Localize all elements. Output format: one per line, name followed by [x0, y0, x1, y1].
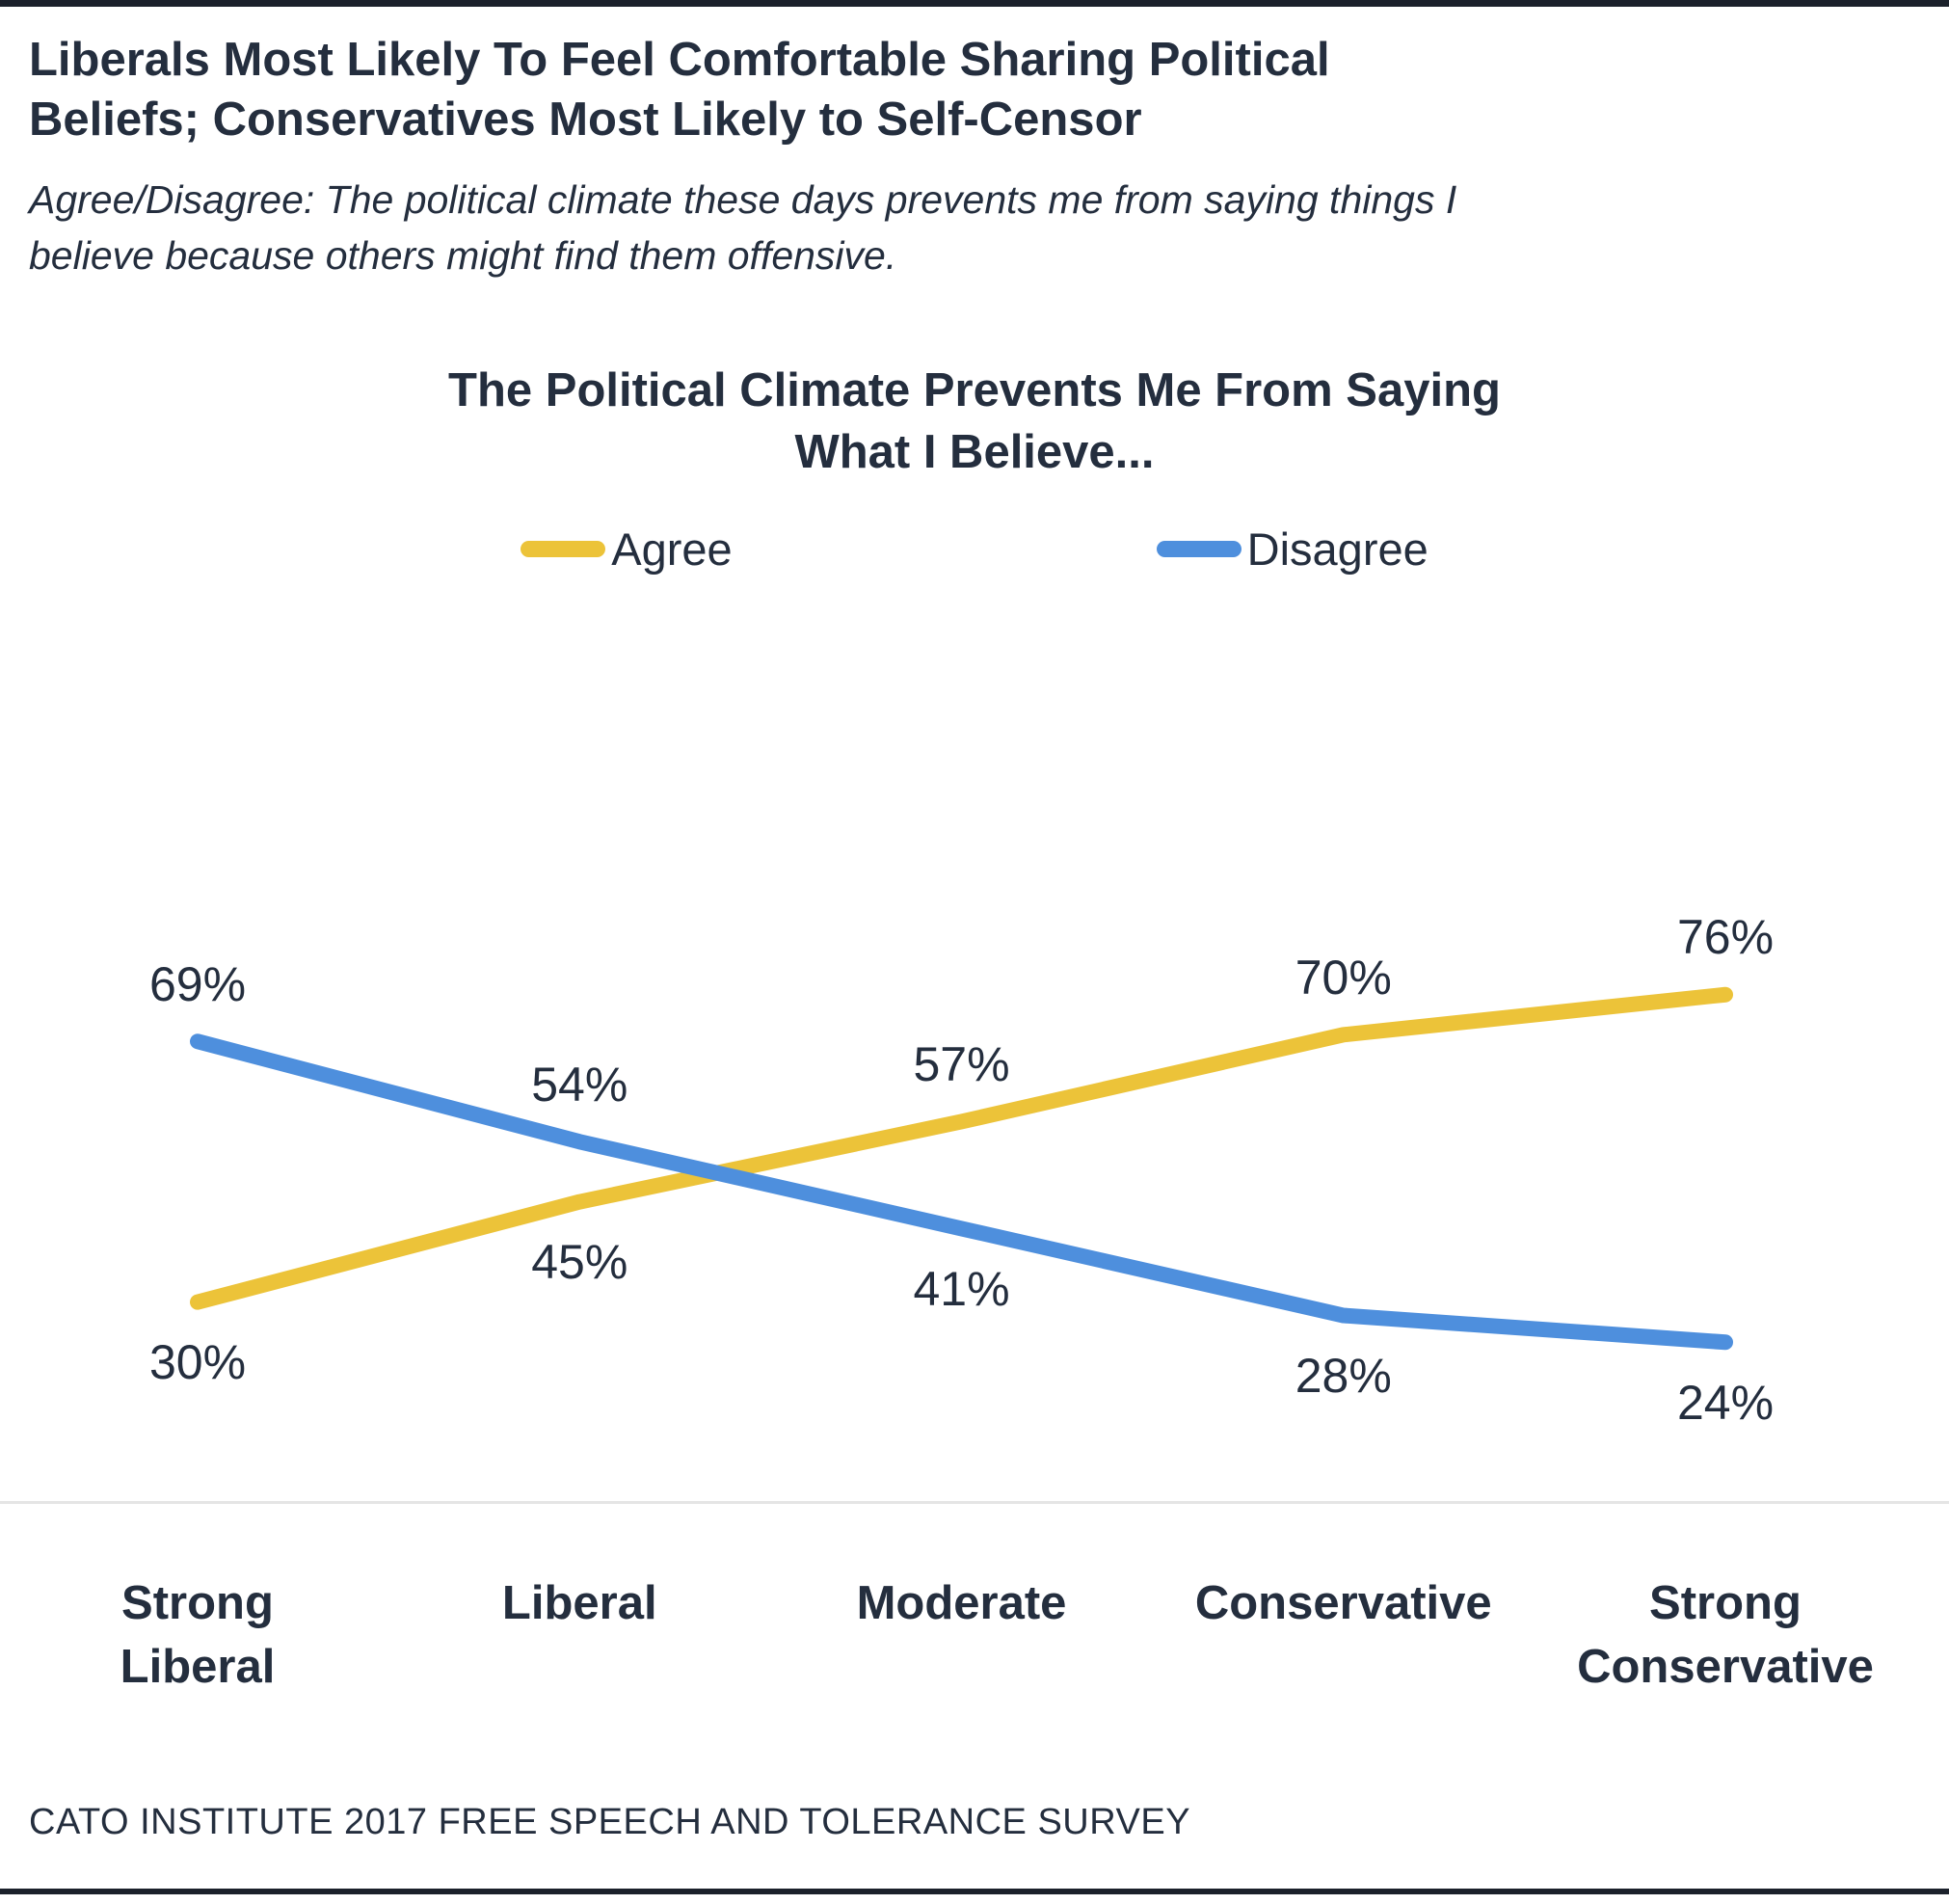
x-axis-line: [0, 1500, 1949, 1504]
line-chart-svg: [190, 986, 1733, 1350]
plot-area: 30% 45% 57% 70% 76% 69% 54% 41% 28% 24%: [0, 576, 1949, 1501]
top-rule: [0, 0, 1949, 7]
x-axis-label-3: Conservative: [1194, 1576, 1492, 1629]
source-attribution: CATO INSTITUTE 2017 FREE SPEECH AND TOLE…: [29, 1801, 1191, 1842]
data-label-disagree-0: 69%: [148, 956, 247, 1011]
data-label-disagree-1: 54%: [531, 1057, 628, 1112]
chart-title: The Political Climate Prevents Me From S…: [448, 364, 1501, 478]
data-label-disagree-2: 41%: [913, 1261, 1010, 1316]
x-axis-label-4: Strong Conservative: [1577, 1576, 1874, 1693]
data-label-disagree-4: 24%: [1676, 1375, 1775, 1430]
headline: Liberals Most Likely To Feel Comfortable…: [29, 34, 1330, 147]
legend-label-disagree: Disagree: [1246, 523, 1428, 575]
x-axis-label-1: Liberal: [501, 1576, 657, 1629]
data-label-agree-1: 45%: [531, 1235, 628, 1290]
data-label-agree-4: 76%: [1676, 910, 1775, 965]
legend: Agree Disagree: [0, 523, 1949, 576]
series-line-disagree: [190, 1032, 1733, 1350]
data-label-agree-2: 57%: [913, 1037, 1010, 1092]
data-label-disagree-3: 28%: [1295, 1349, 1392, 1404]
bottom-rule: [0, 1889, 1949, 1894]
data-label-agree-3: 70%: [1295, 950, 1392, 1005]
legend-swatch-disagree: [1156, 540, 1241, 557]
series-line-agree: [190, 986, 1733, 1310]
legend-swatch-agree: [521, 540, 606, 557]
x-axis-label-2: Moderate: [856, 1576, 1067, 1629]
legend-label-agree: Agree: [611, 523, 733, 575]
legend-item-agree: Agree: [521, 523, 733, 576]
x-axis-labels: Strong Liberal Liberal Moderate Conservativ…: [0, 1571, 1949, 1788]
x-axis-label-0: Strong Liberal: [120, 1576, 276, 1693]
survey-question: Agree/Disagree: The political climate th…: [29, 177, 1457, 278]
legend-item-disagree: Disagree: [1156, 523, 1428, 576]
data-label-agree-0: 30%: [148, 1335, 247, 1390]
